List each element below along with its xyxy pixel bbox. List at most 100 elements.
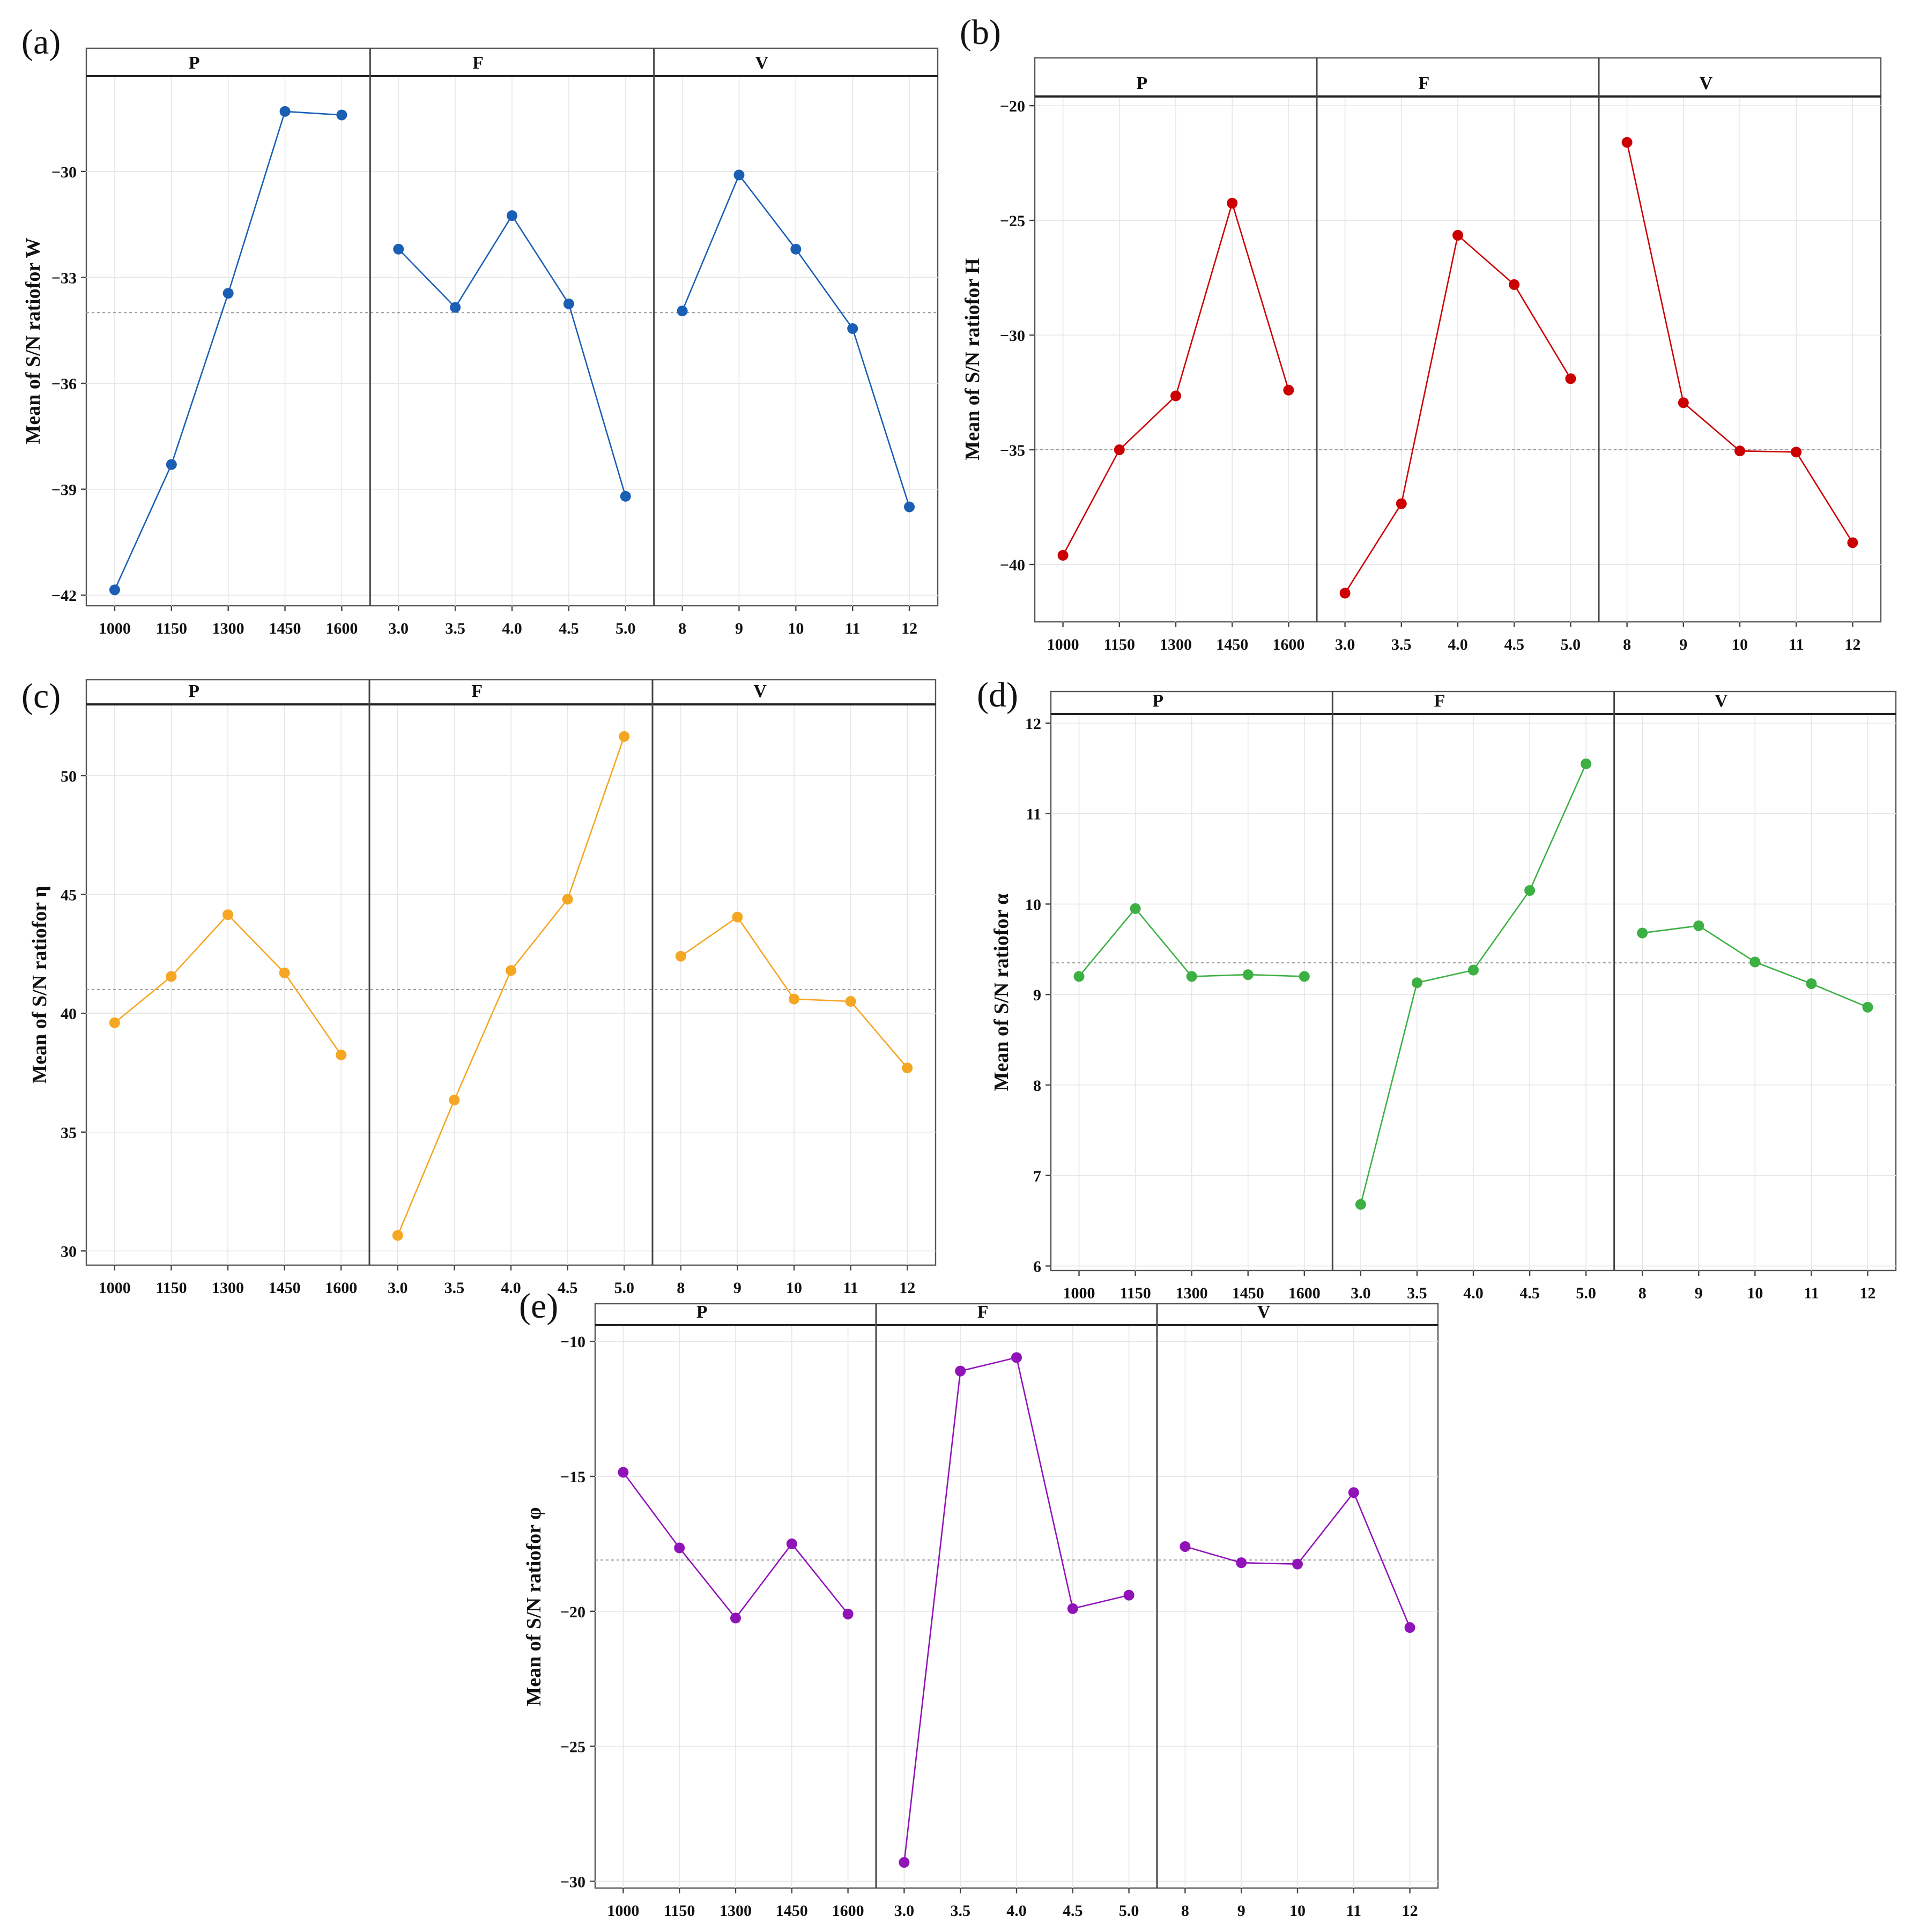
- data-point: [1621, 137, 1633, 148]
- x-tick-label: 1000: [99, 1279, 131, 1297]
- data-point: [1411, 977, 1422, 989]
- data-point: [902, 1062, 913, 1074]
- x-tick-label: 3.0: [894, 1902, 915, 1920]
- facet-label-F: F: [1434, 691, 1445, 711]
- data-point: [449, 1094, 460, 1105]
- chart-panel-φ: P F V −30 −25 −20 −15 −10 1000 1150 1300 1450 1600 3.…: [519, 1287, 1439, 1920]
- y-tick-label: −15: [560, 1468, 585, 1486]
- x-tick-label: 12: [1859, 1284, 1875, 1302]
- panel-letter: (b): [960, 13, 1001, 52]
- facet-label-P: P: [1152, 691, 1163, 711]
- y-tick-label: −36: [51, 375, 77, 393]
- data-point: [1114, 444, 1125, 456]
- y-tick-label: 35: [61, 1124, 77, 1142]
- x-tick-label: 5.0: [1576, 1284, 1596, 1302]
- data-point: [730, 1613, 741, 1624]
- data-point: [899, 1857, 910, 1868]
- data-point: [1862, 1001, 1873, 1013]
- x-tick-label: 3.0: [1335, 636, 1355, 653]
- data-point: [450, 302, 461, 313]
- chart-panel-α: P F V 6 7 8 9 10 11 12 1000 1150 1300 1450 1600 3.0 3.5 4…: [977, 675, 1897, 1302]
- x-tick-label: 1600: [325, 620, 358, 637]
- y-tick-label: −25: [560, 1738, 585, 1756]
- data-point: [166, 459, 177, 470]
- data-point: [1283, 384, 1294, 396]
- x-tick-label: 4.5: [559, 620, 579, 637]
- data-point: [733, 169, 745, 181]
- x-tick-label: 11: [843, 1279, 858, 1297]
- data-point: [563, 298, 574, 309]
- x-tick-label: 1600: [1288, 1284, 1321, 1302]
- facet-label-V: V: [1700, 73, 1713, 93]
- x-tick-label: 1000: [99, 620, 131, 637]
- data-point: [166, 971, 177, 982]
- y-tick-label: 45: [61, 887, 77, 904]
- data-point: [790, 243, 802, 255]
- data-point: [506, 965, 516, 976]
- data-point: [847, 323, 858, 334]
- x-tick-label: 1300: [720, 1902, 752, 1920]
- x-tick-label: 8: [677, 1279, 685, 1297]
- x-tick-label: 9: [1237, 1902, 1245, 1920]
- panel-letter: (d): [977, 675, 1018, 715]
- x-tick-label: 10: [1747, 1284, 1763, 1302]
- panel-letter: (a): [21, 23, 61, 62]
- data-point: [279, 967, 290, 978]
- y-tick-label: −42: [51, 587, 77, 605]
- data-point: [904, 501, 915, 512]
- panel-letter: (c): [21, 677, 61, 716]
- x-tick-label: 12: [1844, 636, 1860, 653]
- y-tick-label: 40: [61, 1005, 77, 1023]
- data-point: [955, 1365, 966, 1377]
- x-tick-label: 1150: [1119, 1284, 1151, 1302]
- facet-label-F: F: [977, 1302, 989, 1322]
- x-tick-label: 11: [845, 620, 860, 637]
- x-tick-label: 12: [901, 620, 917, 637]
- x-tick-label: 4.0: [1006, 1902, 1027, 1920]
- x-tick-label: 4.0: [502, 620, 522, 637]
- facet-label-V: V: [755, 53, 769, 73]
- data-point: [1227, 197, 1238, 209]
- y-tick-label: 8: [1033, 1077, 1041, 1095]
- x-tick-label: 4.5: [1519, 1284, 1540, 1302]
- y-tick-label: 30: [61, 1243, 77, 1260]
- data-point: [1452, 229, 1463, 241]
- data-point: [1339, 588, 1351, 599]
- x-tick-label: 5.0: [1119, 1902, 1139, 1920]
- data-point: [562, 894, 573, 905]
- x-tick-label: 4.0: [1463, 1284, 1484, 1302]
- facet-label-F: F: [471, 681, 483, 701]
- x-tick-label: 1600: [325, 1279, 357, 1297]
- data-point: [1180, 1541, 1191, 1552]
- data-point: [1355, 1199, 1366, 1210]
- facet-label-V: V: [1257, 1302, 1271, 1322]
- x-tick-label: 3.5: [950, 1902, 970, 1920]
- x-tick-label: 1150: [664, 1902, 695, 1920]
- x-tick-label: 1150: [155, 1279, 187, 1297]
- x-tick-label: 3.0: [388, 1279, 408, 1297]
- data-point: [1396, 498, 1407, 509]
- x-tick-label: 11: [1346, 1902, 1361, 1920]
- x-tick-label: 3.0: [1351, 1284, 1371, 1302]
- y-tick-label: −30: [560, 1873, 585, 1891]
- facet-label-P: P: [189, 53, 200, 73]
- data-point: [1524, 885, 1536, 896]
- x-tick-label: 8: [678, 620, 686, 637]
- data-point: [507, 210, 517, 221]
- x-tick-label: 4.0: [501, 1279, 521, 1297]
- y-tick-label: −33: [51, 269, 77, 287]
- x-tick-label: 1450: [1232, 1284, 1264, 1302]
- data-point: [109, 584, 120, 596]
- x-tick-label: 1450: [269, 1279, 301, 1297]
- x-tick-label: 4.5: [1504, 636, 1524, 653]
- y-axis-label: Mean of S/N ratiofor W: [22, 238, 45, 444]
- x-tick-label: 1600: [1272, 636, 1304, 653]
- data-point: [1693, 920, 1704, 931]
- facet-label-P: P: [1136, 73, 1147, 93]
- y-tick-label: −39: [51, 481, 77, 499]
- y-axis-label: Mean of S/N ratiofor η: [28, 886, 51, 1083]
- x-tick-label: 10: [788, 620, 804, 637]
- data-point: [1067, 1603, 1078, 1614]
- y-tick-label: −10: [560, 1333, 585, 1351]
- facet-label-P: P: [696, 1302, 708, 1322]
